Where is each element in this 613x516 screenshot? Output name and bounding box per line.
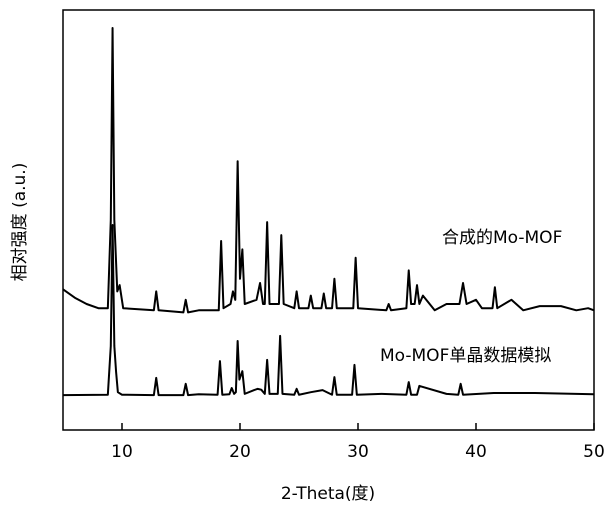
x-axis-label: 2-Theta(度) — [281, 484, 375, 504]
series-line — [63, 28, 594, 312]
y-axis-label: 相对强度 (a.u.) — [10, 163, 30, 282]
x-tick-label: 50 — [583, 442, 605, 462]
series-label: Mo-MOF单晶数据模拟 — [380, 346, 551, 366]
x-tick-label: 10 — [111, 442, 133, 462]
chart: 2-Theta(度) 相对强度 (a.u.) 10 20 30 40 50 合成的Mo-M… — [0, 0, 613, 516]
x-tick-label: 20 — [229, 442, 251, 462]
x-tick-label: 40 — [465, 442, 487, 462]
plot-frame — [63, 10, 594, 430]
x-tick-label: 30 — [347, 442, 369, 462]
series-label: 合成的Mo-MOF — [442, 228, 562, 248]
